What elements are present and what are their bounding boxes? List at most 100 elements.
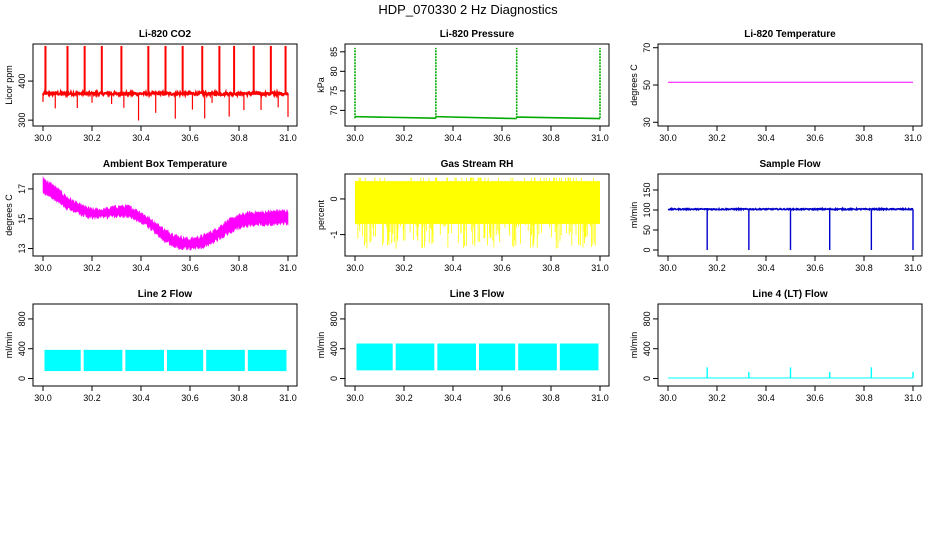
y-tick-label: 800 (642, 311, 652, 326)
line2-block (125, 349, 164, 372)
x-axis: 30.0 30.2 30.4 30.6 30.8 31.0 (659, 386, 922, 403)
rh-band (355, 181, 600, 224)
y-tick-label: 75 (329, 86, 339, 96)
panel-line3: Line 3 Flow 30.0 30.2 30.4 30.6 30.8 31.0 0 400 8… (316, 289, 610, 403)
y-tick-label: 800 (329, 311, 339, 326)
line2-block (167, 349, 204, 372)
panel-title: Ambient Box Temperature (103, 159, 228, 170)
x-tick-label: 31.0 (591, 393, 609, 403)
x-tick-label: 30.8 (855, 393, 873, 403)
x-tick-label: 31.0 (904, 133, 922, 143)
x-tick-label: 30.2 (83, 393, 101, 403)
y-axis-label: Licor ppm (4, 65, 14, 105)
x-axis: 30.0 30.2 30.4 30.6 30.8 31.0 (346, 126, 609, 143)
y-axis: 0 50 100 150 (642, 182, 658, 253)
x-tick-label: 31.0 (591, 133, 609, 143)
series-sample (667, 206, 914, 250)
y-tick-label: 0 (329, 376, 339, 381)
x-axis: 30.0 30.2 30.4 30.6 30.8 31.0 (34, 126, 297, 143)
x-tick-label: 30.8 (230, 393, 248, 403)
x-tick-label: 30.6 (181, 393, 199, 403)
x-tick-label: 30.4 (757, 393, 775, 403)
sample-line (667, 206, 914, 212)
y-axis-label: degrees C (629, 64, 639, 106)
x-tick-label: 30.8 (855, 133, 873, 143)
y-axis: 0 400 800 (329, 311, 345, 381)
line3-block (395, 343, 435, 371)
series-line3 (356, 343, 599, 371)
y-tick-label: 100 (642, 202, 652, 217)
plot-frame (344, 173, 610, 257)
x-tick-label: 30.6 (493, 133, 511, 143)
line3-block (479, 343, 516, 371)
x-tick-label: 30.4 (444, 263, 462, 273)
ambient-band (42, 176, 289, 251)
x-tick-label: 30.4 (444, 393, 462, 403)
panel-line4: Line 4 (LT) Flow 30.0 30.2 30.4 30.6 30.8 31.0… (629, 289, 923, 403)
x-tick-label: 31.0 (904, 263, 922, 273)
plot-frame (32, 303, 298, 387)
x-tick-label: 30.6 (493, 393, 511, 403)
x-tick-label: 30.8 (542, 393, 560, 403)
y-tick-label: 400 (17, 341, 27, 356)
x-axis: 30.0 30.2 30.4 30.6 30.8 31.0 (34, 256, 297, 273)
y-tick-label: 150 (642, 182, 652, 197)
series-pressure (354, 47, 601, 120)
y-tick-label: 30 (642, 117, 652, 127)
line3-block (437, 343, 476, 371)
y-tick-label: 0 (17, 376, 27, 381)
x-tick-label: 30.2 (395, 263, 413, 273)
x-tick-label: 30.0 (34, 393, 52, 403)
panel-title: Sample Flow (759, 159, 820, 170)
y-axis: -1 0 (329, 196, 345, 239)
x-tick-label: 30.2 (83, 263, 101, 273)
panel-co2: Li-820 CO2 30.0 30.2 30.4 30.6 30.8 31.0 300 400… (4, 29, 298, 143)
panel-title: Line 3 Flow (450, 289, 505, 300)
y-tick-label: 800 (17, 311, 27, 326)
plot-frame (657, 303, 923, 387)
x-tick-label: 31.0 (591, 263, 609, 273)
y-tick-label: 17 (17, 184, 27, 194)
line2-block (44, 349, 81, 372)
series-ambient (42, 176, 289, 251)
x-tick-label: 30.0 (346, 133, 364, 143)
x-tick-label: 30.6 (181, 133, 199, 143)
x-tick-label: 30.4 (444, 133, 462, 143)
x-tick-label: 30.4 (132, 133, 150, 143)
x-axis: 30.0 30.2 30.4 30.6 30.8 31.0 (34, 386, 297, 403)
y-axis-label: ml/min (316, 332, 326, 359)
x-tick-label: 30.4 (757, 263, 775, 273)
x-axis: 30.0 30.2 30.4 30.6 30.8 31.0 (346, 386, 609, 403)
x-tick-label: 31.0 (904, 393, 922, 403)
plot-frame (344, 303, 610, 387)
x-tick-label: 30.6 (806, 133, 824, 143)
panel-title: Line 4 (LT) Flow (752, 289, 828, 300)
y-tick-label: 85 (329, 47, 339, 57)
panel-title: Li-820 Pressure (440, 29, 515, 40)
panel-rh: Gas Stream RH 30.0 30.2 30.4 30.6 30.8 31.0 -1 0… (316, 159, 610, 273)
line2-block (206, 349, 245, 372)
y-tick-label: 0 (642, 376, 652, 381)
line3-block (559, 343, 599, 371)
x-tick-label: 30.6 (806, 393, 824, 403)
x-tick-label: 30.8 (855, 263, 873, 273)
x-tick-label: 30.0 (346, 393, 364, 403)
x-axis: 30.0 30.2 30.4 30.6 30.8 31.0 (346, 256, 609, 273)
panel-pressure: Li-820 Pressure 30.0 30.2 30.4 30.6 30.8 31.0 7… (316, 29, 610, 143)
x-tick-label: 30.0 (34, 263, 52, 273)
y-axis-label: ml/min (629, 332, 639, 359)
panel-title: Line 2 Flow (138, 289, 193, 300)
x-tick-label: 30.2 (395, 393, 413, 403)
x-tick-label: 30.4 (757, 133, 775, 143)
pressure-segment (516, 116, 601, 120)
plot-frame (32, 43, 298, 127)
x-tick-label: 30.0 (659, 263, 677, 273)
y-tick-label: 0 (329, 196, 339, 201)
y-axis-label: degrees C (4, 194, 14, 236)
y-tick-label: 50 (642, 80, 652, 90)
y-tick-label: 15 (17, 214, 27, 224)
x-tick-label: 30.0 (34, 133, 52, 143)
panel-line2: Line 2 Flow 30.0 30.2 30.4 30.6 30.8 31.0 0 400 8… (4, 289, 298, 403)
y-axis: 13 15 17 (17, 184, 33, 254)
